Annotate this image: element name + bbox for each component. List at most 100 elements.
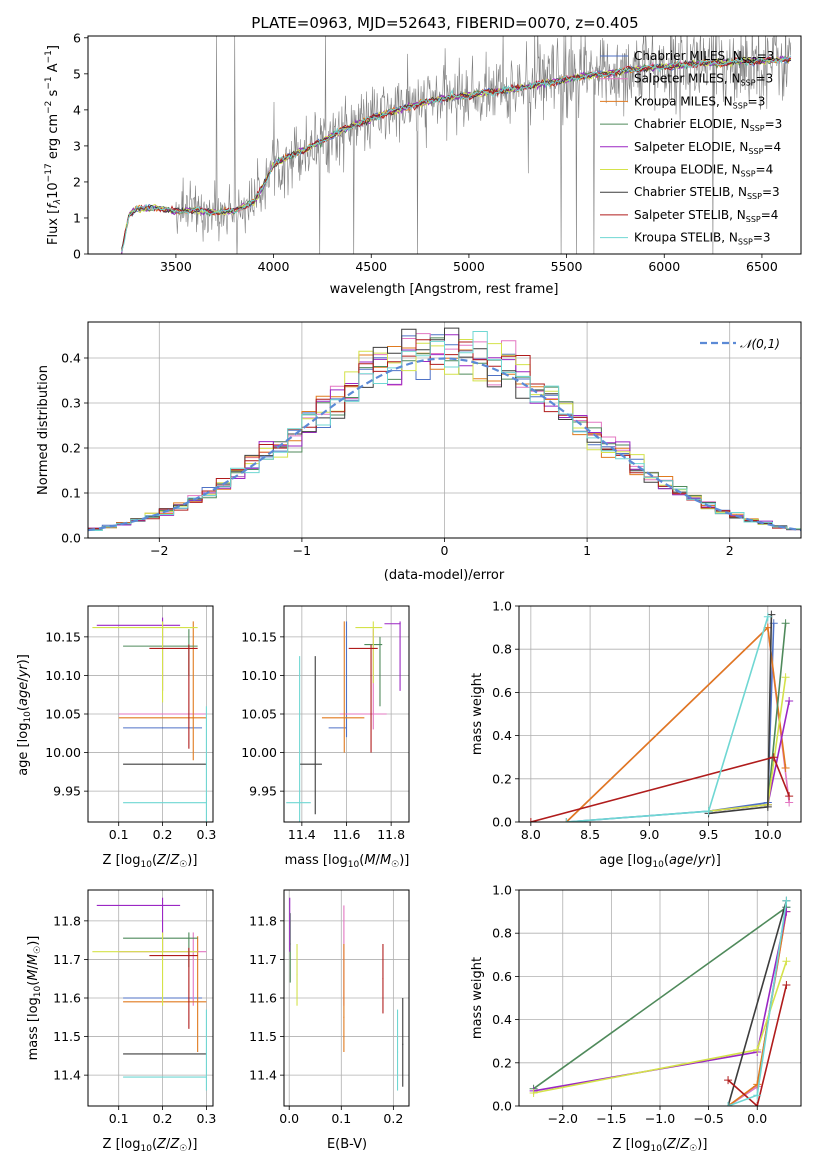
x-tick-label: 0.1 (109, 1111, 129, 1126)
weight-line-3 (533, 906, 787, 1090)
weight-marker-4 (785, 697, 794, 706)
weight-marker-8 (724, 1102, 733, 1106)
y-tick-label: 0.4 (492, 1012, 512, 1027)
legend-label-2: Kroupa MILES, NSSP=3 (634, 94, 765, 110)
data-point-8 (396, 1051, 399, 1053)
weight-marker-2 (753, 1080, 762, 1089)
y-tick-label: 0 (73, 247, 81, 262)
weight-line-8 (566, 616, 769, 822)
plot-area (526, 610, 794, 822)
axes-frame (283, 605, 410, 823)
data-point-5 (161, 627, 164, 629)
legend-label-6: Chabrier STELIB, NSSP=3 (634, 185, 780, 201)
y-tick-label: 10.00 (241, 745, 277, 760)
y-tick-label: 6 (73, 30, 81, 45)
y-tick-label: 0.0 (492, 1099, 512, 1114)
weight-marker-8 (782, 896, 791, 905)
data-point-8 (299, 802, 301, 804)
axes-frame (87, 605, 214, 823)
legend-label-7: Salpeter STELIB, NSSP=4 (634, 208, 778, 224)
data-point-7 (370, 647, 372, 650)
axes-frame (87, 889, 214, 1107)
chart-age-vs-mass: 11.4 11.6 11.8 9.95 10.00 10.05 10.10 10.15 mass… (241, 605, 410, 870)
weight-marker-6 (763, 802, 772, 811)
x-axis-label: Z [log10(Z/Z☉)] (613, 1137, 708, 1154)
x-tick-label: 1 (583, 543, 591, 558)
weight-marker-8 (753, 1091, 762, 1100)
y-axis-label: Normed distribution (36, 365, 51, 495)
y-tick-label: 11.8 (53, 913, 81, 928)
y-tick-label: 0.1 (61, 486, 81, 501)
weight-line-3 (708, 623, 787, 812)
y-tick-label: 0.2 (492, 1055, 512, 1070)
legend-label-8: Kroupa STELIB, NSSP=3 (634, 231, 771, 247)
x-axis-label: mass [log10(M/M☉)] (285, 853, 410, 870)
y-axis-label: Flux [fλ10−17 erg cm−2 s−1 A−1] (44, 45, 63, 245)
x-tick-label: −1.5 (596, 1111, 626, 1126)
weight-marker-7 (526, 818, 535, 822)
weight-marker-5 (782, 957, 791, 966)
chart-mass-vs-ebv: 0.0 0.1 0.2 11.4 11.5 11.6 11.7 11.8 E(B-V) (249, 889, 410, 1152)
plot-area (92, 617, 208, 822)
x-tick-label: 5000 (453, 259, 485, 274)
x-axis-label: age [log10(age/yr)] (599, 853, 721, 870)
x-tick-label: 9.0 (639, 827, 659, 842)
data-point-6 (314, 763, 316, 765)
axes-frame (283, 889, 410, 1107)
legend-gaussian-label: 𝒩(0,1) (740, 337, 780, 351)
data-point-3 (188, 937, 190, 939)
y-tick-label: 4 (73, 102, 81, 117)
data-point-4 (161, 904, 164, 907)
data-point-7 (188, 647, 190, 650)
weight-line-7 (530, 756, 790, 822)
y-tick-label: 11.8 (249, 913, 277, 928)
y-axis-label: mass weight (470, 673, 485, 755)
y-tick-label: 2 (73, 174, 81, 189)
weight-marker-6 (767, 610, 776, 619)
y-axis-label: mass weight (470, 957, 485, 1039)
weight-marker-8 (704, 807, 713, 816)
y-tick-label: 0.6 (492, 685, 512, 700)
y-tick-label: 11.7 (53, 952, 81, 967)
x-tick-label: −2.0 (548, 1111, 578, 1126)
y-tick-label: 10.05 (241, 707, 277, 722)
plot-area (121, 36, 792, 254)
x-tick-label: 6500 (746, 259, 778, 274)
weight-marker-5 (781, 673, 790, 682)
data-point-8 (205, 1076, 208, 1078)
data-point-6 (161, 1053, 164, 1055)
legend-label-4: Salpeter ELODIE, NSSP=4 (634, 140, 781, 156)
axes-frame (87, 35, 802, 255)
y-tick-label: 10.10 (45, 668, 81, 683)
x-tick-label: 0.0 (747, 1111, 767, 1126)
x-tick-label: −2 (150, 543, 168, 558)
y-tick-label: 11.4 (249, 1068, 277, 1083)
x-tick-label: 5500 (551, 259, 583, 274)
y-tick-label: 1.0 (492, 883, 512, 898)
plot-area (289, 897, 404, 1091)
x-tick-label: 4500 (355, 259, 387, 274)
chart-massweight-vs-age: 8.0 8.5 9.0 9.5 10.0 0.0 0.2 0.4 0.6 0.8 1.0 age [l… (470, 599, 802, 870)
legend-label-0: Chabrier MILES, NSSP=3 (634, 49, 774, 65)
data-point-4 (399, 623, 401, 625)
y-tick-label: 9.95 (53, 784, 81, 799)
data-point-2 (343, 717, 345, 719)
y-tick-label: 0.2 (61, 441, 81, 456)
data-point-4 (289, 920, 291, 922)
x-tick-label: 0.2 (383, 1111, 403, 1126)
x-tick-label: −1 (293, 543, 311, 558)
x-tick-label: 10.0 (754, 827, 782, 842)
x-axis-label: wavelength [Angstrom, rest frame] (330, 282, 559, 297)
x-tick-label: 0.1 (331, 1111, 351, 1126)
chart-residuals: −2 −1 0 1 2 0.0 0.1 0.2 0.3 0.4 (data-model)/error… (36, 321, 802, 583)
x-tick-label: 2 (726, 543, 734, 558)
data-point-8 (205, 802, 208, 804)
weight-marker-7 (785, 792, 794, 801)
legend-label-3: Chabrier ELODIE, NSSP=3 (634, 117, 782, 133)
model-spectrum-8 (121, 55, 792, 252)
x-tick-label: 0.2 (153, 1111, 173, 1126)
gaussian-reference-line (88, 357, 801, 532)
data-point-2 (343, 1016, 345, 1018)
weight-marker-7 (769, 753, 778, 762)
y-tick-label: 11.5 (53, 1029, 81, 1044)
